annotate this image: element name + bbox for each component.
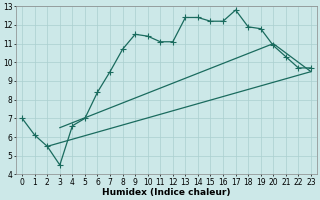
X-axis label: Humidex (Indice chaleur): Humidex (Indice chaleur) — [102, 188, 231, 197]
